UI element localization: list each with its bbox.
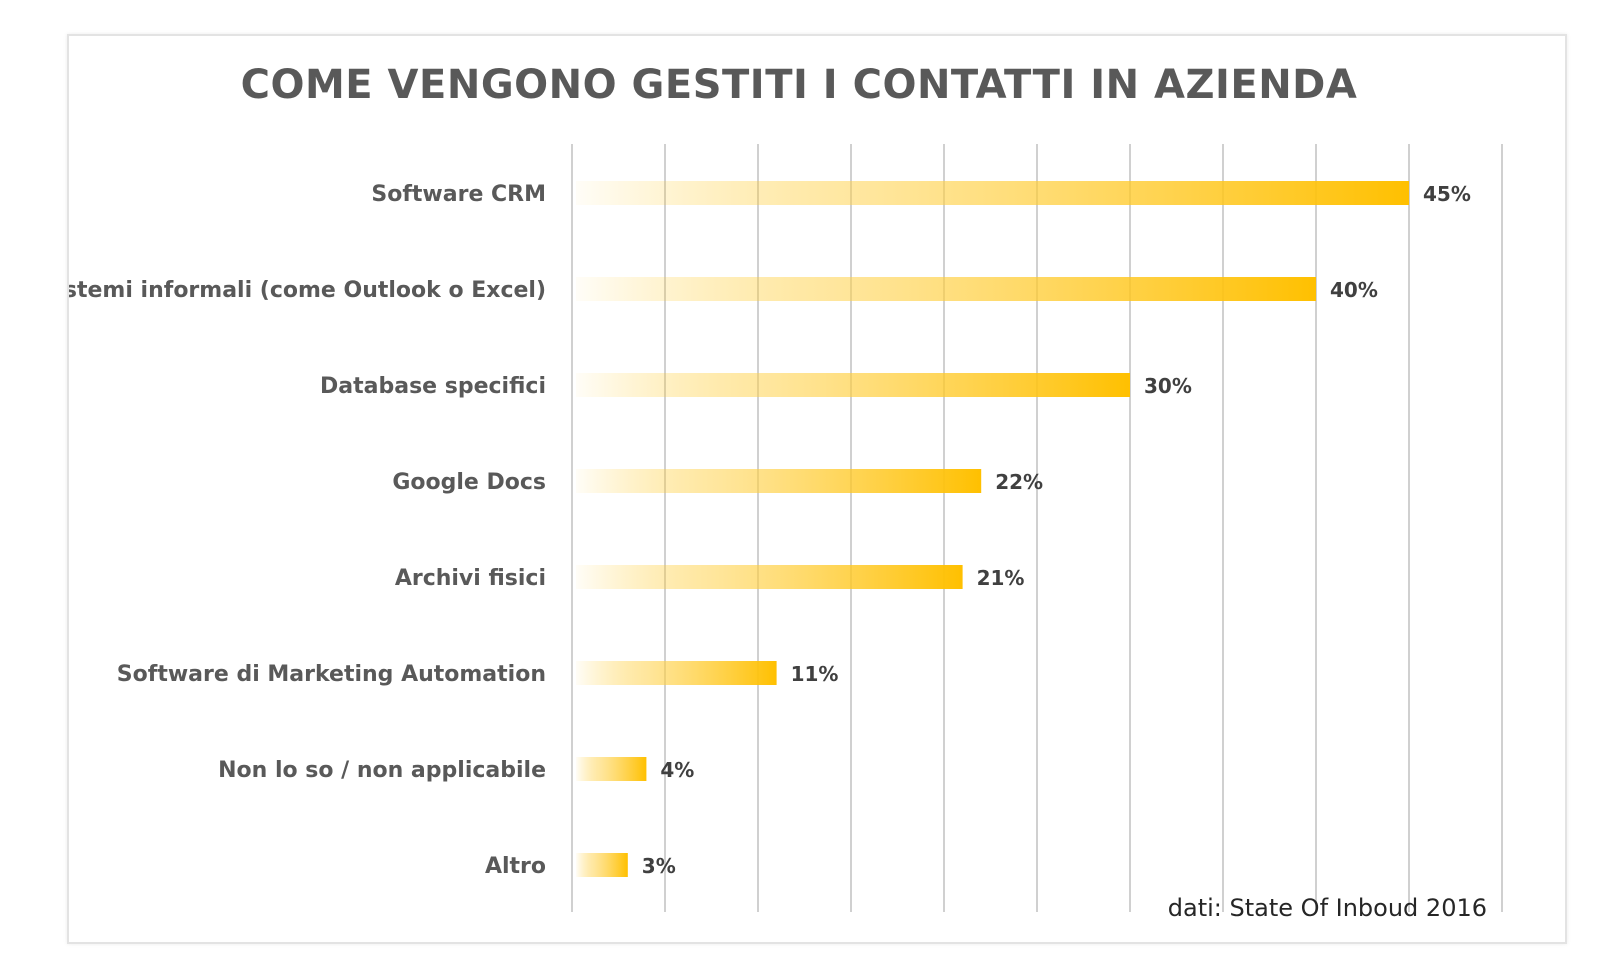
- bar: [576, 277, 1316, 301]
- bar: [576, 661, 777, 685]
- category-label: Google Docs: [392, 470, 546, 495]
- bar: [576, 373, 1130, 397]
- value-label: 40%: [1330, 278, 1378, 302]
- bar: [576, 853, 628, 877]
- bar-chart: COME VENGONO GESTITI I CONTATTI IN AZIEN…: [69, 62, 1503, 922]
- category-label: Database specifici: [320, 374, 546, 399]
- category-label: Software di Marketing Automation: [117, 662, 546, 687]
- bar: [576, 469, 982, 493]
- source-note: dati: State Of Inboud 2016: [1168, 894, 1487, 922]
- category-label: Sistemi informali (come Outlook o Excel): [69, 278, 546, 303]
- category-label: Altro: [485, 854, 546, 879]
- value-label: 11%: [791, 662, 839, 686]
- bar: [576, 565, 963, 589]
- chart-frame: COME VENGONO GESTITI I CONTATTI IN AZIEN…: [67, 34, 1567, 944]
- bar: [576, 757, 647, 781]
- bars: [576, 181, 1409, 877]
- value-label: 21%: [977, 566, 1025, 590]
- category-labels: Software CRM Sistemi informali (come Outl…: [69, 182, 546, 879]
- category-label: Software CRM: [371, 182, 546, 207]
- chart-title: COME VENGONO GESTITI I CONTATTI IN AZIEN…: [241, 62, 1358, 108]
- value-label: 4%: [660, 758, 694, 782]
- value-label: 22%: [995, 470, 1043, 494]
- category-label: Non lo so / non applicabile: [218, 758, 546, 783]
- value-label: 3%: [642, 854, 676, 878]
- gridlines: [571, 144, 1503, 912]
- value-labels: 45% 40% 30% 22% 21% 11% 4% 3%: [642, 182, 1471, 878]
- bar: [576, 181, 1409, 205]
- value-label: 45%: [1423, 182, 1471, 206]
- category-label: Archivi fisici: [395, 566, 546, 591]
- value-label: 30%: [1144, 374, 1192, 398]
